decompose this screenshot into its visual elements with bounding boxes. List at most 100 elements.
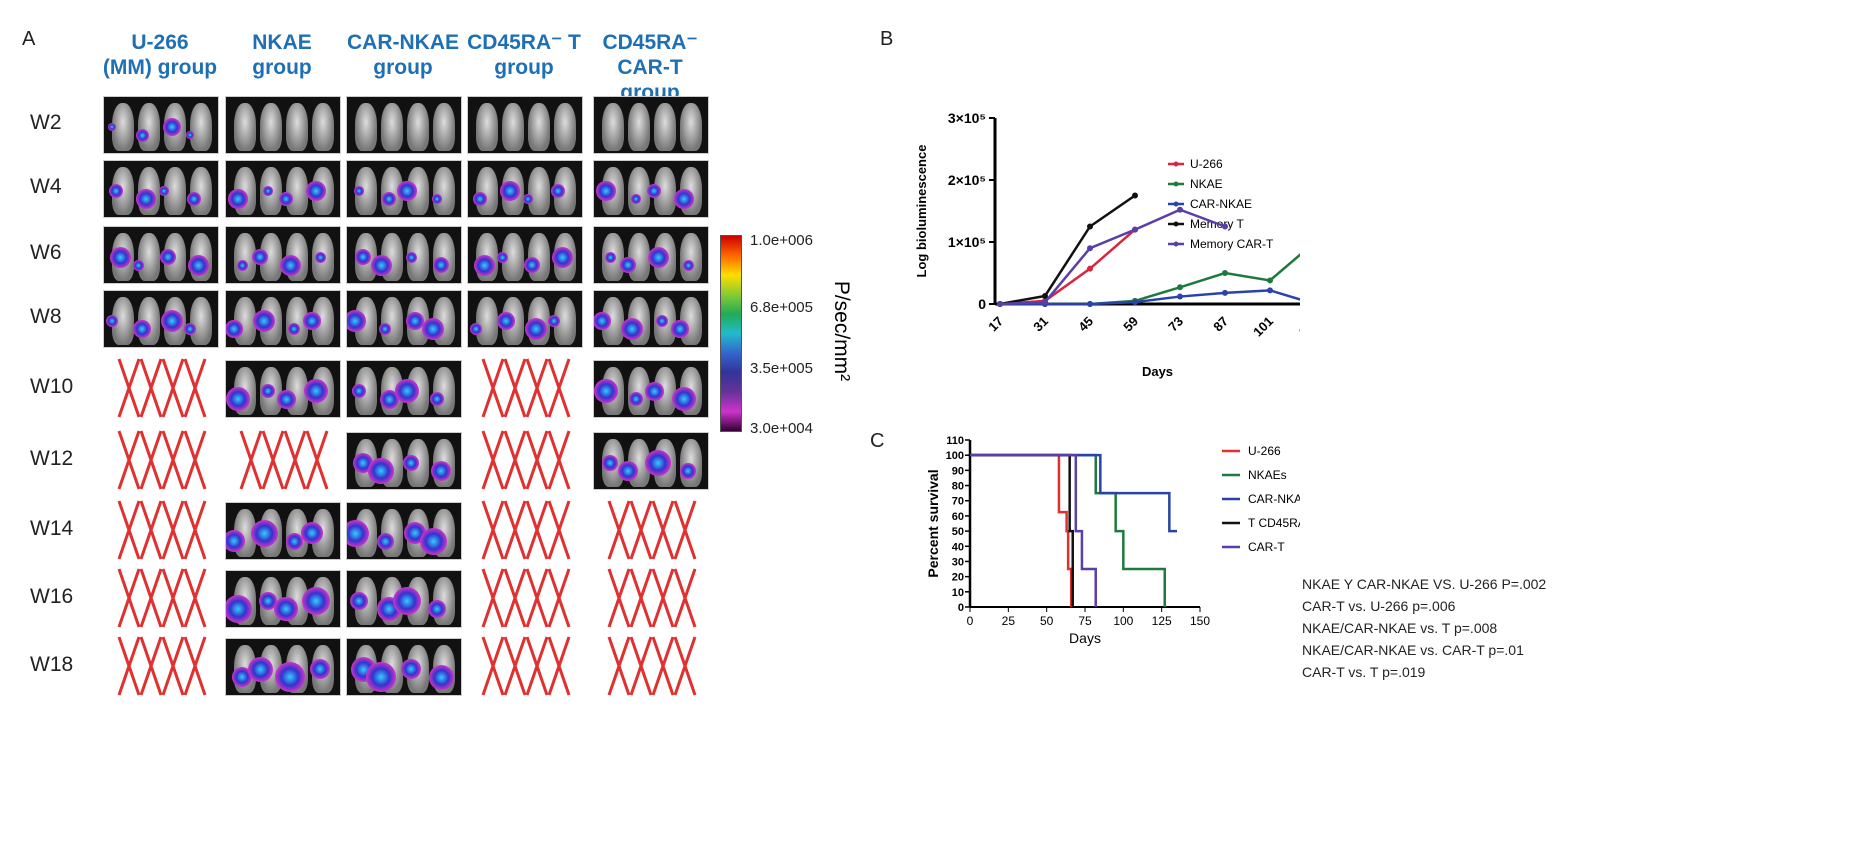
cross-mark	[607, 500, 631, 560]
cross-mark	[503, 358, 527, 418]
signal-spot	[405, 251, 417, 263]
y-tick-label: 2×10⁵	[948, 172, 986, 188]
signal-spot	[236, 259, 248, 271]
data-point	[1132, 226, 1138, 233]
data-point	[1177, 206, 1183, 213]
mouse-image	[225, 502, 341, 560]
cross-mark	[547, 636, 571, 696]
mouse-image	[346, 290, 462, 348]
signal-spot	[378, 322, 392, 336]
cross-mark	[183, 636, 207, 696]
mouse-image	[103, 226, 219, 284]
mouse	[112, 103, 134, 151]
data-point	[1132, 299, 1138, 306]
x-tick-label: 31	[1030, 314, 1051, 335]
mouse-image	[467, 160, 583, 218]
cross-mark	[629, 568, 653, 628]
cross-mark	[673, 500, 697, 560]
mouse	[680, 233, 702, 281]
row-label: W8	[30, 305, 62, 328]
signal-spot	[629, 392, 643, 406]
signal-spot	[186, 131, 194, 139]
mouse	[476, 103, 498, 151]
cross-mark	[629, 500, 653, 560]
signal-spot	[352, 452, 374, 474]
mouse	[407, 103, 429, 151]
colorbar-label: 3.5e+005	[750, 360, 813, 377]
mouse-image	[467, 96, 583, 154]
signal-spot	[617, 460, 639, 482]
cross-mark	[525, 568, 549, 628]
signal-spot	[550, 183, 566, 199]
signal-spot	[252, 309, 276, 333]
signal-spot	[368, 458, 394, 484]
colorbar-label: 1.0e+006	[750, 232, 813, 249]
signal-spot	[287, 322, 301, 336]
x-axis-label: Days	[1142, 364, 1173, 379]
legend-label: T CD45RAneg	[1248, 516, 1300, 530]
signal-spot	[497, 312, 515, 330]
data-point	[1042, 299, 1048, 306]
y-tick-label: 3×10⁵	[948, 110, 986, 126]
signal-spot	[226, 594, 253, 624]
cross-mark	[525, 358, 549, 418]
cross-mark	[139, 636, 163, 696]
y-tick-label: 1×10⁵	[948, 234, 986, 250]
signal-spot	[278, 191, 294, 207]
mouse	[528, 167, 550, 215]
data-point	[1177, 293, 1183, 300]
row-label: W18	[30, 653, 74, 676]
survival-curve-car-t	[970, 453, 1097, 607]
signal-spot	[379, 389, 399, 409]
cross-mark	[481, 500, 505, 560]
cross-mark	[117, 568, 141, 628]
legend-marker	[1173, 181, 1179, 187]
signal-spot	[228, 189, 248, 209]
signal-spot	[232, 667, 252, 687]
signal-spot	[395, 379, 419, 403]
y-tick-label: 40	[952, 541, 964, 553]
signal-spot	[226, 387, 250, 411]
colorbar	[720, 235, 742, 432]
mouse	[680, 103, 702, 151]
signal-spot	[406, 312, 424, 330]
y-tick-label: 30	[952, 556, 964, 568]
cross-mark	[139, 430, 163, 490]
x-tick-label: 50	[1040, 614, 1054, 628]
signal-spot	[352, 384, 366, 398]
mouse-image	[225, 638, 341, 696]
signal-spot	[644, 381, 664, 401]
signal-spot	[376, 532, 394, 550]
signal-spot	[430, 460, 452, 482]
row-label: W16	[30, 585, 74, 608]
mouse-image	[346, 160, 462, 218]
x-tick-label: 101	[1250, 314, 1276, 340]
y-tick-label: 60	[952, 511, 964, 523]
y-tick-label: 70	[952, 496, 964, 508]
signal-spot	[275, 662, 305, 692]
row-label: W6	[30, 241, 62, 264]
mouse-image	[346, 570, 462, 628]
y-tick-label: 0	[978, 296, 986, 312]
mouse	[355, 103, 377, 151]
cross-mark	[547, 568, 571, 628]
deceased-cross-marks	[481, 430, 571, 490]
signal-spot	[276, 389, 296, 409]
cross-mark	[481, 636, 505, 696]
mouse	[654, 367, 676, 415]
deceased-cross-marks	[481, 500, 571, 560]
x-tick-label: 25	[1002, 614, 1016, 628]
series-line-car-nkae	[1000, 289, 1300, 306]
mouse-image	[593, 290, 709, 348]
data-point	[1222, 223, 1228, 230]
signal-spot	[370, 254, 392, 276]
signal-spot	[306, 181, 326, 201]
cross-mark	[117, 430, 141, 490]
x-tick-label: 45	[1075, 314, 1096, 335]
deceased-cross-marks	[117, 636, 207, 696]
signal-spot	[226, 530, 245, 552]
mouse	[234, 103, 256, 151]
signal-spot	[551, 246, 573, 268]
y-tick-label: 80	[952, 481, 964, 493]
y-axis-label: Log bioluminescence	[914, 145, 929, 278]
